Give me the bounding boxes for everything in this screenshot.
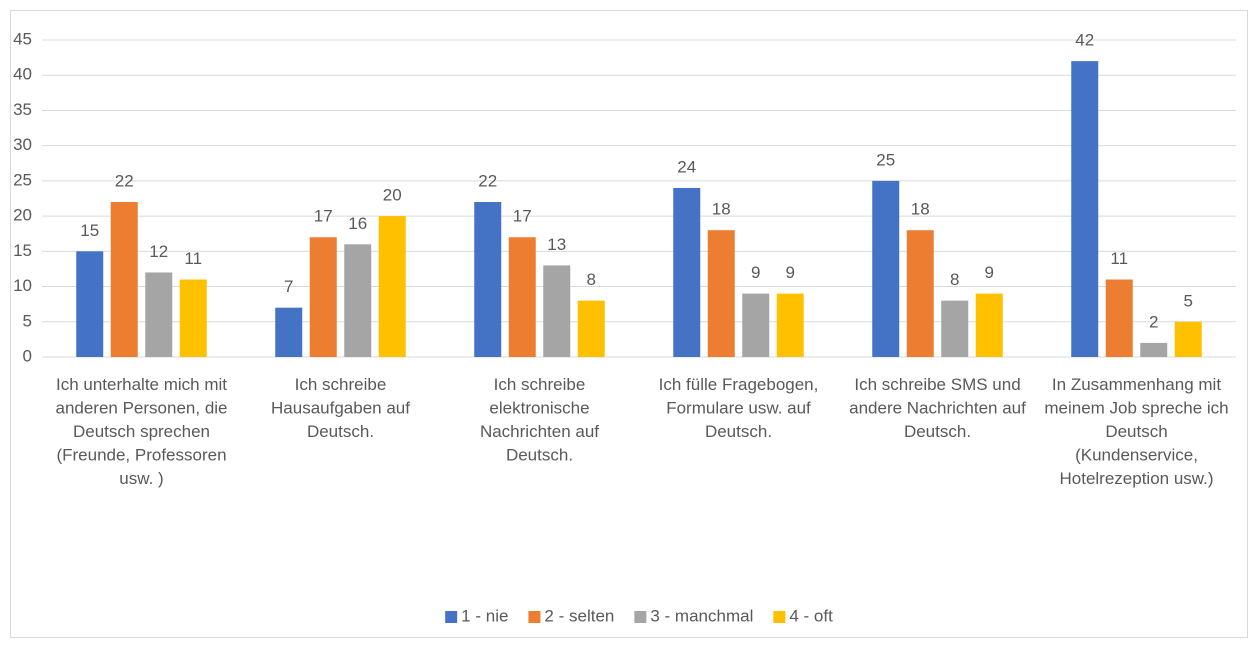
data-label: 20 <box>383 186 402 205</box>
x-tick-label: Ich schreibe elektronische Nachrichten auf… <box>480 375 599 465</box>
data-label: 24 <box>677 157 696 176</box>
bar <box>577 300 605 357</box>
legend-swatch <box>445 611 458 623</box>
data-label: 17 <box>314 207 333 226</box>
legend-swatch <box>528 611 541 623</box>
legend-label: 2 - selten <box>544 606 614 625</box>
bar <box>941 300 969 357</box>
bar <box>776 293 804 357</box>
y-tick-label: 45 <box>13 29 32 48</box>
data-label: 12 <box>149 242 168 261</box>
bar <box>1140 342 1168 357</box>
data-label: 9 <box>985 263 994 282</box>
legend-swatch <box>773 611 786 623</box>
data-label: 22 <box>478 172 497 191</box>
y-tick-label: 30 <box>13 135 32 154</box>
bar <box>1105 279 1133 357</box>
data-label: 18 <box>911 200 930 219</box>
x-tick-label: Ich schreibe Hausaufgaben auf Deutsch. <box>271 375 410 441</box>
data-label: 13 <box>547 235 566 254</box>
bar <box>179 279 207 357</box>
x-tick-label: Ich unterhalte mich mit anderen Personen,… <box>55 375 227 488</box>
bar <box>145 272 173 357</box>
x-tick-label: Ich schreibe SMS und andere Nachrichten a… <box>849 375 1026 441</box>
data-label: 7 <box>284 277 293 296</box>
data-label: 17 <box>513 207 532 226</box>
bar <box>110 202 138 357</box>
bar <box>975 293 1003 357</box>
bar <box>872 180 900 357</box>
bar <box>76 251 104 357</box>
data-label: 42 <box>1075 31 1094 50</box>
x-tick-label: In Zusammenhang mit meinem Job spreche ic… <box>1044 375 1228 488</box>
data-label: 16 <box>348 214 367 233</box>
legend: 1 - nie 2 - selten 3 - manchmal 4 - oft <box>445 606 833 625</box>
bar <box>707 230 735 357</box>
bar <box>474 202 502 357</box>
data-label: 2 <box>1149 312 1158 331</box>
data-label: 8 <box>950 270 959 289</box>
y-tick-label: 5 <box>23 311 32 330</box>
bar <box>378 216 406 357</box>
data-label: 11 <box>1110 249 1128 268</box>
y-tick-label: 0 <box>23 346 32 365</box>
bar <box>1174 321 1202 357</box>
bar <box>309 237 337 357</box>
bar <box>906 230 934 357</box>
data-label: 8 <box>587 270 596 289</box>
y-tick-label: 40 <box>13 65 32 84</box>
legend-label: 3 - manchmal <box>650 606 753 625</box>
legend-label: 4 - oft <box>789 606 833 625</box>
bar <box>275 307 303 357</box>
data-label: 25 <box>876 150 895 169</box>
data-label: 9 <box>786 263 795 282</box>
data-label: 9 <box>751 263 760 282</box>
y-tick-label: 15 <box>13 241 32 260</box>
bar <box>344 244 372 357</box>
bar <box>543 265 571 357</box>
data-label: 18 <box>712 200 731 219</box>
bar <box>742 293 770 357</box>
legend-swatch <box>634 611 647 623</box>
bar <box>673 187 701 357</box>
data-label: 15 <box>80 221 99 240</box>
y-tick-label: 20 <box>13 206 32 225</box>
y-tick-label: 25 <box>13 170 32 189</box>
x-tick-label: Ich fülle Fragebogen, Formulare usw. auf D… <box>659 375 819 441</box>
bar <box>508 237 536 357</box>
chart-border <box>10 10 1248 638</box>
data-label: 22 <box>115 172 134 191</box>
y-tick-label: 10 <box>13 276 32 295</box>
legend-label: 1 - nie <box>461 606 508 625</box>
y-tick-label: 35 <box>13 100 32 119</box>
data-label: 5 <box>1184 291 1193 310</box>
data-label: 11 <box>184 249 202 268</box>
bar <box>1071 61 1099 358</box>
